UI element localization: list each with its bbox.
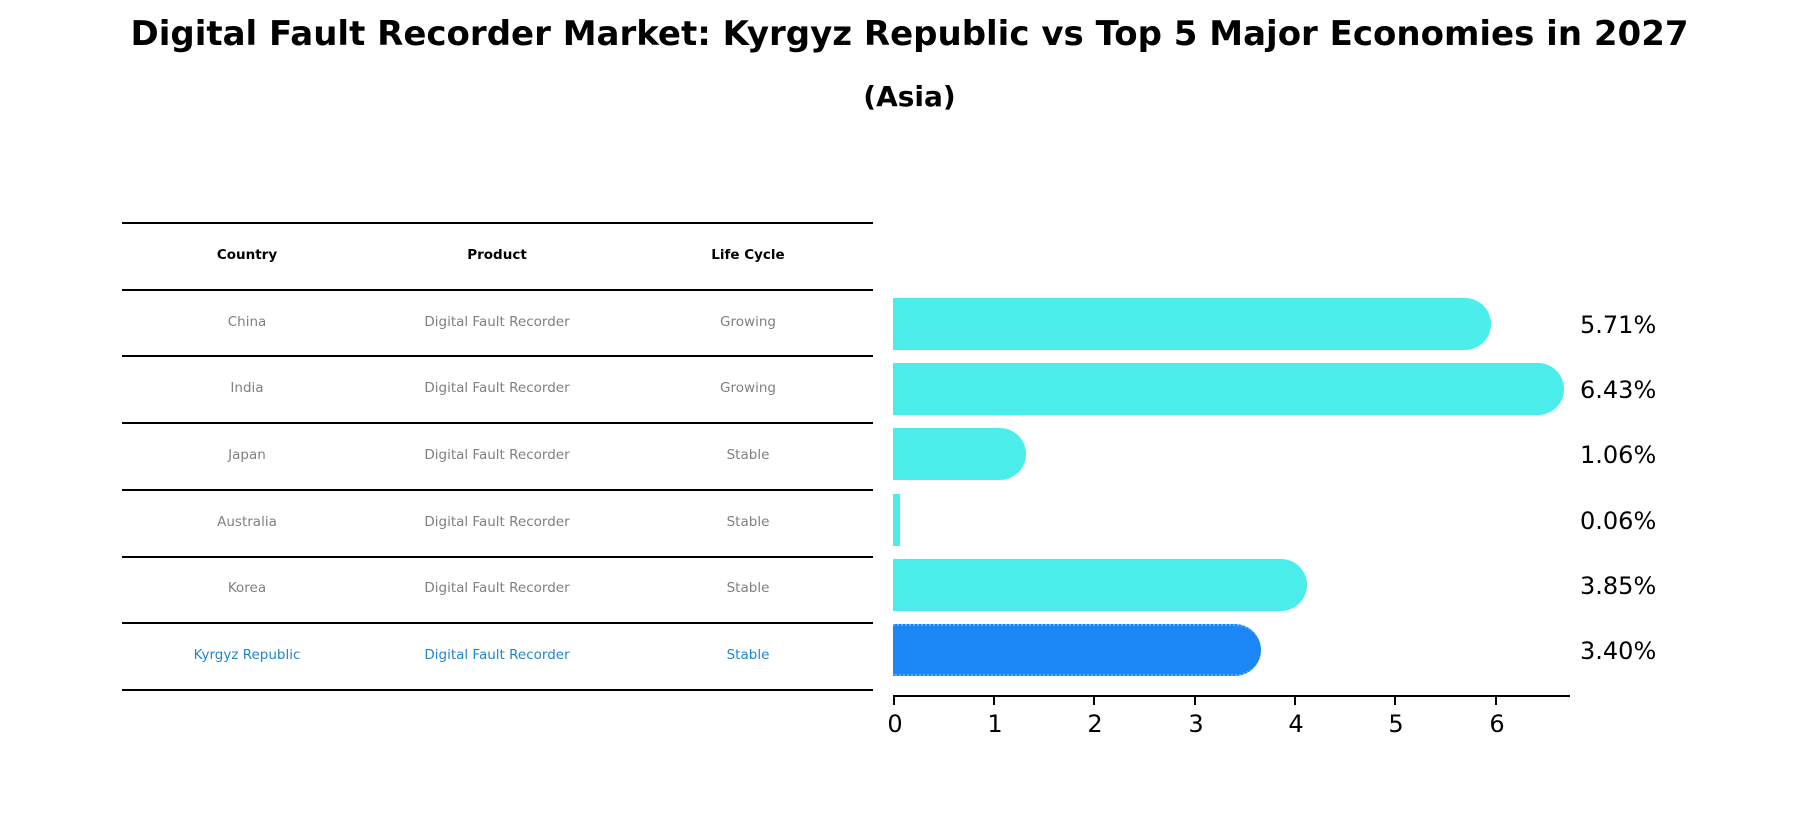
table-rule (122, 422, 873, 424)
x-tick-label: 2 (1087, 710, 1103, 738)
table-rule (122, 289, 873, 291)
cell-product: Digital Fault Recorder (424, 380, 570, 396)
value-label: 1.06% (1580, 441, 1657, 469)
cell-life-cycle-highlight: Stable (726, 647, 770, 663)
x-tick (1093, 695, 1095, 705)
cell-product: Digital Fault Recorder (424, 447, 570, 463)
table-rule (122, 622, 873, 624)
cell-country: China (227, 314, 267, 330)
x-tick-label: 3 (1188, 710, 1204, 738)
value-label: 0.06% (1580, 507, 1657, 535)
cell-country: Japan (228, 447, 266, 463)
table-rule (122, 355, 873, 357)
value-label: 5.71% (1580, 311, 1657, 339)
cell-country: Korea (227, 580, 267, 596)
cell-product: Digital Fault Recorder (424, 580, 570, 596)
header-product: Product (467, 247, 527, 263)
chart-title: Digital Fault Recorder Market: Kyrgyz Re… (130, 14, 1689, 54)
x-tick (1194, 695, 1196, 705)
bar-kyrgyz-republic (893, 624, 1261, 676)
table-rule (122, 489, 873, 491)
x-tick (1495, 695, 1497, 705)
x-tick (1394, 695, 1396, 705)
cell-country-highlight: Kyrgyz Republic (193, 647, 301, 663)
bar-korea (893, 559, 1307, 611)
table-rule (122, 556, 873, 558)
table-rule (122, 689, 873, 691)
x-tick-label: 5 (1388, 710, 1404, 738)
value-label: 3.40% (1580, 637, 1657, 665)
x-tick (993, 695, 995, 705)
x-tick-label: 6 (1489, 710, 1505, 738)
value-label: 6.43% (1580, 376, 1657, 404)
cell-life-cycle: Growing (720, 380, 776, 396)
header-country: Country (216, 247, 278, 263)
cell-product: Digital Fault Recorder (424, 314, 570, 330)
x-tick-label: 0 (887, 710, 903, 738)
cell-product: Digital Fault Recorder (424, 514, 570, 530)
header-life-cycle: Life Cycle (711, 247, 785, 263)
x-tick (893, 695, 895, 705)
cell-life-cycle: Stable (726, 514, 770, 530)
x-tick-label: 4 (1288, 710, 1304, 738)
bar-japan (893, 428, 1026, 480)
cell-product-highlight: Digital Fault Recorder (424, 647, 570, 663)
chart-subtitle: (Asia) (863, 80, 956, 113)
x-tick-label: 1 (987, 710, 1003, 738)
table-rule (122, 222, 873, 224)
bar-australia (893, 494, 900, 546)
value-label: 3.85% (1580, 572, 1657, 600)
cell-country: Australia (217, 514, 277, 530)
x-tick (1294, 695, 1296, 705)
x-axis (893, 695, 1570, 697)
cell-life-cycle: Stable (726, 447, 770, 463)
cell-life-cycle: Stable (726, 580, 770, 596)
cell-life-cycle: Growing (720, 314, 776, 330)
cell-country: India (230, 380, 264, 396)
bar-china (893, 298, 1491, 350)
bar-india (893, 363, 1564, 415)
